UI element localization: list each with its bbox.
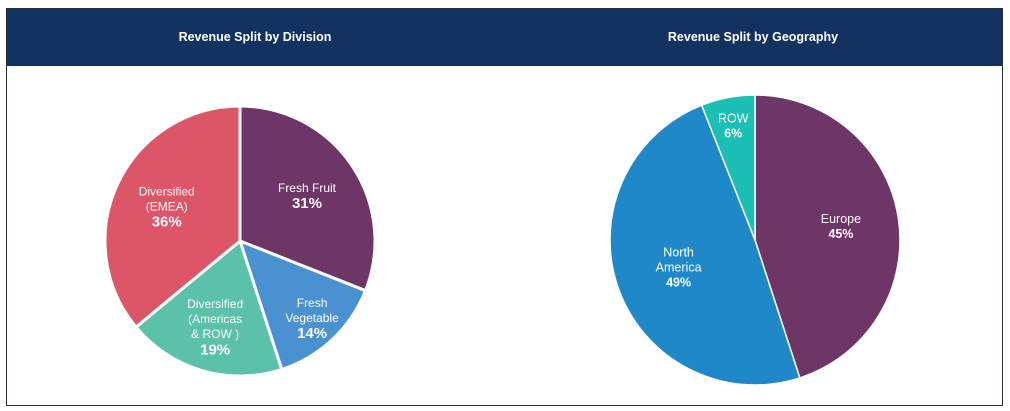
pie-slice-diversified-emea [103,104,242,329]
slice-label: Fresh [297,296,328,310]
slice-label: Fresh Fruit [278,181,337,195]
slice-label: (Americas [188,312,242,326]
slice-label: ROW [718,112,749,126]
pie-slice-europe [754,94,901,379]
slice-label: Diversified [139,185,195,199]
slice-percent-label: 14% [297,325,327,342]
pie-slice-north-america [609,104,801,386]
chart-panel: Revenue Split by Division Revenue Split … [6,8,1003,406]
slice-label: & ROW ) [191,327,239,341]
pie-slice-diversified-americas-row [134,239,284,378]
slice-percent-label: 49% [666,276,691,290]
slice-label: North [663,246,694,260]
slice-label: Diversified [187,297,243,311]
slice-percent-label: 45% [828,227,853,241]
slice-percent-label: 31% [292,195,322,212]
pie-slice-row [700,94,756,241]
slice-percent-label: 6% [724,127,742,141]
slice-label: Europe [821,212,861,226]
slice-percent-label: 36% [152,214,182,231]
slice-percent-label: 19% [200,341,230,358]
slice-label: Vegetable [285,311,339,325]
slice-label: America [656,261,702,275]
slice-label: (EMEA) [146,200,188,214]
geography-chart-title: Revenue Split by Geography [667,30,839,44]
division-chart-title: Revenue Split by Division [178,30,332,44]
header-bar: Revenue Split by Division Revenue Split … [7,9,1002,66]
pie-slice-fresh-fruit [238,104,377,293]
